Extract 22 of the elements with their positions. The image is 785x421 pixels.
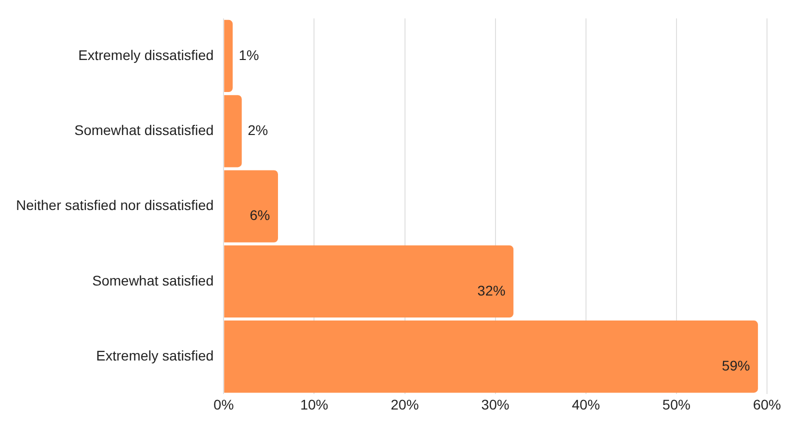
x-tick-label: 50% [662, 396, 690, 412]
y-tick-label: Somewhat satisfied [92, 272, 214, 288]
data-label: 1% [238, 46, 259, 63]
x-tick-label: 60% [752, 396, 782, 412]
data-label: 6% [250, 207, 270, 224]
data-label: 59% [722, 357, 750, 374]
x-tick-label: 40% [572, 396, 600, 412]
bar [224, 320, 758, 393]
bar [224, 95, 242, 168]
y-tick-label: Extremely dissatisfied [78, 46, 214, 63]
data-label: 32% [477, 282, 506, 298]
x-tick-label: 0% [214, 396, 234, 412]
x-tick-label: 20% [390, 396, 419, 412]
y-tick-label: Extremely satisfied [96, 347, 214, 364]
x-tick-label: 10% [300, 396, 328, 412]
y-tick-label: Neither satisfied nor dissatisfied [16, 197, 214, 214]
y-tick-label: Somewhat dissatisfied [74, 122, 214, 138]
x-tick-label: 30% [481, 396, 510, 412]
bar [224, 170, 278, 242]
bar [224, 20, 233, 92]
bar [224, 245, 514, 318]
data-label: 2% [248, 122, 268, 138]
